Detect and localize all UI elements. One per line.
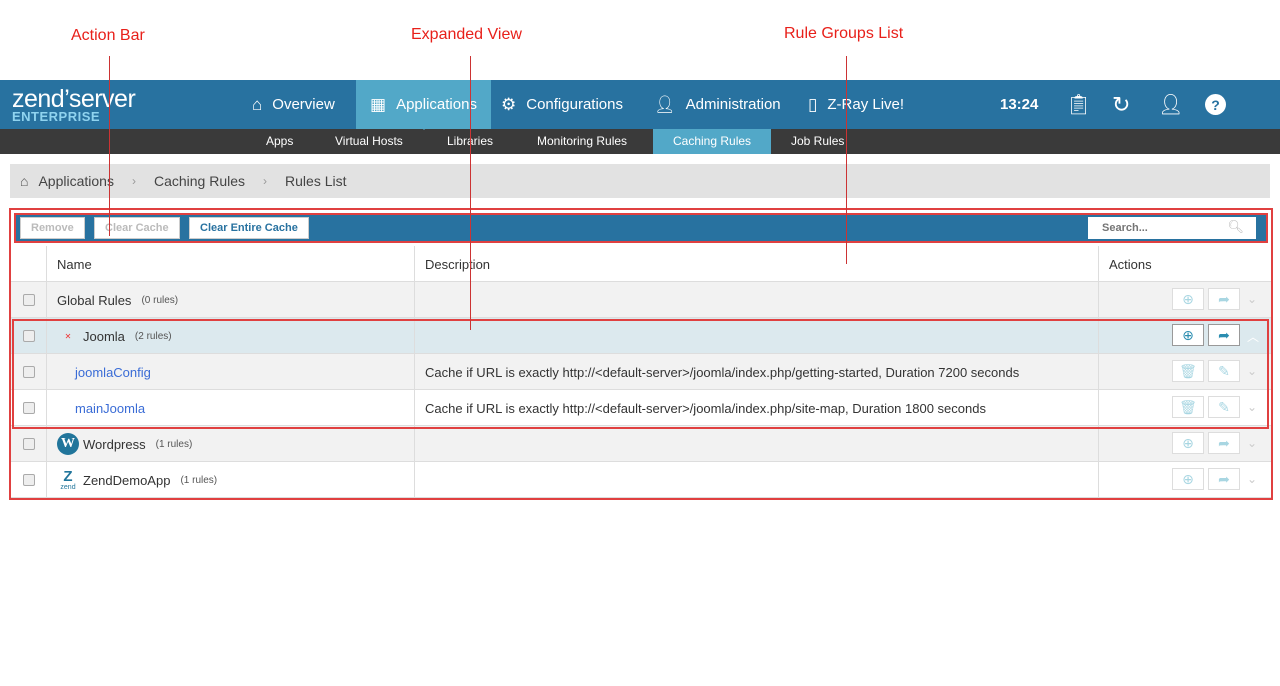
subnav-apps[interactable]: Apps <box>266 134 294 148</box>
chevron-down-icon[interactable]: ⌄ <box>1247 472 1258 486</box>
row-checkbox[interactable] <box>22 474 35 486</box>
table-row[interactable]: mainJoomla Cache if URL is exactly http:… <box>11 390 1271 426</box>
top-header: zend’server ENTERPRISE ⌂ Overview ▦ Applica… <box>0 80 1280 129</box>
add-rule-icon[interactable]: ⊕ <box>1172 468 1204 490</box>
table-header: Name Description Actions <box>11 246 1271 282</box>
annotation-line <box>109 56 110 236</box>
search-input[interactable] <box>1088 217 1256 239</box>
column-description[interactable]: Description <box>415 246 1099 282</box>
refresh-icon[interactable]: ↻ <box>1112 91 1131 117</box>
chevron-right-icon: › <box>131 174 136 188</box>
clock: 13:24 <box>1000 96 1039 113</box>
sub-navigation: Apps Virtual Hosts Libraries Monitoring … <box>0 129 1280 154</box>
export-icon[interactable]: ➦ <box>1208 468 1240 490</box>
nav-applications[interactable]: ▦ Applications <box>356 80 491 129</box>
subnav-monitoring-rules[interactable]: Monitoring Rules <box>537 134 628 148</box>
row-checkbox[interactable] <box>22 366 35 378</box>
clear-cache-button[interactable]: Clear Cache <box>94 217 180 239</box>
user-icon[interactable]: 👤︎ <box>1158 94 1184 116</box>
remove-button[interactable]: Remove <box>20 217 85 239</box>
row-checkbox[interactable] <box>22 438 35 450</box>
edit-icon[interactable]: ✎ <box>1208 360 1240 382</box>
row-checkbox[interactable] <box>22 330 35 342</box>
nav-administration[interactable]: 👤︎ Administration <box>654 94 781 114</box>
row-checkbox[interactable] <box>22 402 35 414</box>
annotation-action-bar: Action Bar <box>71 27 145 44</box>
breadcrumb: ⌂ Applications › Caching Rules › Rules Lis… <box>10 164 1270 198</box>
mobile-icon: ▯ <box>808 94 818 114</box>
breadcrumb-rules-list: Rules List <box>285 173 347 189</box>
annotation-line <box>846 56 847 264</box>
clipboard-icon[interactable]: 📋︎ <box>1066 94 1092 116</box>
help-icon[interactable]: ? <box>1205 80 1226 129</box>
column-name[interactable]: Name <box>47 246 415 282</box>
nav-configurations[interactable]: ⚙ Configurations <box>501 94 623 114</box>
subnav-job-rules[interactable]: Job Rules <box>791 134 845 148</box>
search-icon: 🔍︎ <box>1227 219 1244 234</box>
trash-icon[interactable]: 🗑︎ <box>1172 396 1204 418</box>
chevron-up-icon[interactable]: ︿ <box>1247 330 1260 344</box>
annotation-expanded-view: Expanded View <box>411 26 522 43</box>
zend-server-logo[interactable]: zend’server ENTERPRISE <box>12 85 136 124</box>
table-row[interactable]: joomlaConfig Cache if URL is exactly htt… <box>11 354 1271 390</box>
export-icon[interactable]: ➦ <box>1208 288 1240 310</box>
rule-groups-list <box>9 208 1273 500</box>
wordpress-logo-icon: W <box>57 433 79 455</box>
breadcrumb-caching-rules[interactable]: Caching Rules <box>153 173 246 189</box>
table-row[interactable]: W Wordpress (1 rules) ⊕ ➦ ⌄ <box>11 426 1271 462</box>
action-bar: Remove Clear Cache Clear Entire Cache 🔍︎ <box>14 213 1268 243</box>
nav-overview[interactable]: ⌂ Overview <box>252 94 335 114</box>
home-icon: ⌂ <box>252 94 263 114</box>
clear-entire-cache-button[interactable]: Clear Entire Cache <box>189 217 309 239</box>
chevron-down-icon[interactable]: ⌄ <box>1247 292 1258 306</box>
chevron-down-icon[interactable]: ⌄ <box>1247 400 1258 414</box>
export-icon[interactable]: ➦ <box>1208 324 1240 346</box>
annotation-line <box>470 56 471 330</box>
joomla-logo-icon: ✕ <box>64 331 72 341</box>
table-row[interactable]: ✕ Joomla (2 rules) ⊕ ➦ ︿ <box>11 318 1271 354</box>
table-row[interactable]: Global Rules (0 rules) ⊕ ➦ ⌄ <box>11 282 1271 318</box>
user-icon: 👤︎ <box>654 94 676 114</box>
annotation-rule-groups: Rule Groups List <box>784 25 904 42</box>
export-icon[interactable]: ➦ <box>1208 432 1240 454</box>
gears-icon: ⚙ <box>501 94 517 114</box>
rule-link[interactable]: joomlaConfig <box>75 364 151 380</box>
breadcrumb-applications[interactable]: Applications <box>38 173 114 189</box>
chevron-down-icon[interactable]: ⌄ <box>1247 436 1258 450</box>
trash-icon[interactable]: 🗑︎ <box>1172 360 1204 382</box>
grid-icon: ▦ <box>370 94 387 114</box>
subnav-virtual-hosts[interactable]: Virtual Hosts <box>335 134 403 148</box>
chevron-down-icon[interactable]: ⌄ <box>1247 364 1258 378</box>
add-rule-icon[interactable]: ⊕ <box>1172 432 1204 454</box>
chevron-right-icon: › <box>263 174 268 188</box>
active-indicator <box>418 124 430 130</box>
rule-link[interactable]: mainJoomla <box>75 400 146 416</box>
add-rule-icon[interactable]: ⊕ <box>1172 288 1204 310</box>
add-rule-icon[interactable]: ⊕ <box>1172 324 1204 346</box>
subnav-caching-rules[interactable]: Caching Rules <box>653 129 772 154</box>
column-actions: Actions <box>1109 256 1152 272</box>
edit-icon[interactable]: ✎ <box>1208 396 1240 418</box>
home-icon[interactable]: ⌂ <box>20 173 29 189</box>
row-checkbox[interactable] <box>22 294 35 306</box>
nav-zray-live[interactable]: ▯ Z-Ray Live! <box>808 94 905 114</box>
